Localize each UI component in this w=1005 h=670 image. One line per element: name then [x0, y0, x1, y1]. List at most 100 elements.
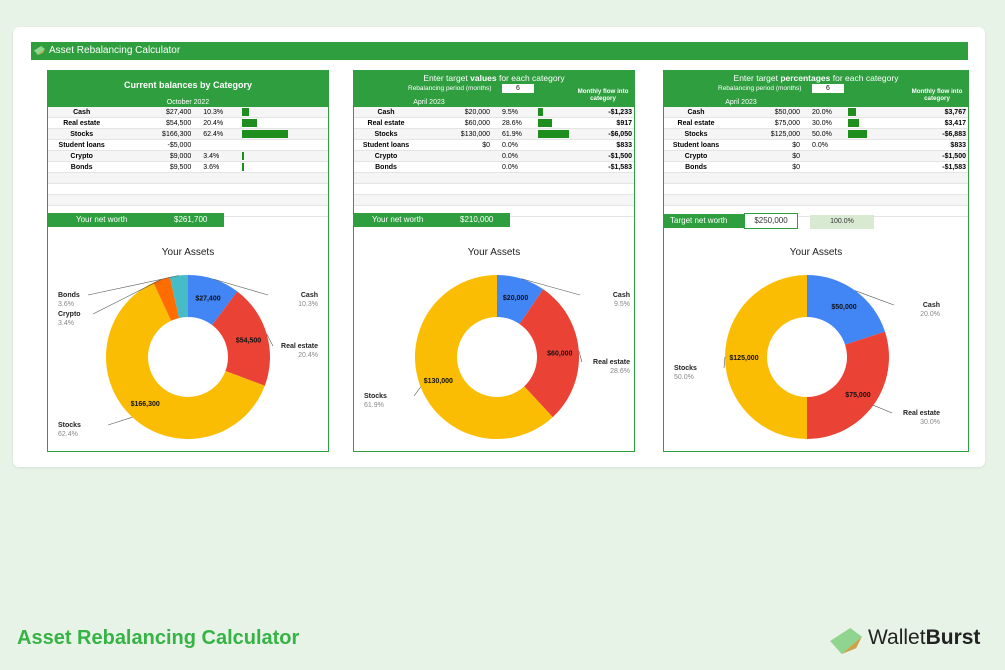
slice-cash[interactable] — [188, 275, 238, 326]
empty-cell — [846, 194, 890, 206]
slice-percent-label: 50.0% — [674, 374, 694, 381]
table-row: Crypto $0 -$1,500 — [664, 150, 968, 162]
value-cell[interactable]: $0 — [728, 161, 802, 173]
net-worth-input[interactable]: $250,000 — [744, 213, 798, 229]
empty-cell — [115, 183, 194, 195]
slice-bonds[interactable] — [169, 275, 188, 318]
slice-value-label: $125,000 — [729, 355, 758, 362]
slice-percent-label: 61.9% — [364, 402, 384, 409]
percent-cell[interactable] — [802, 150, 846, 162]
value-cell[interactable] — [418, 161, 492, 173]
table-row: Crypto 0.0% -$1,500 — [354, 150, 634, 162]
table-row — [664, 172, 968, 184]
category-cell: Cash — [354, 107, 418, 118]
slice-real-estate[interactable] — [807, 331, 889, 439]
slice-value-label: $166,300 — [131, 401, 160, 408]
slice-stocks[interactable] — [415, 275, 553, 439]
net-worth-value[interactable]: $261,700 — [168, 213, 224, 227]
value-cell: $166,300 — [115, 128, 194, 140]
period-input[interactable]: 6 — [812, 84, 844, 93]
slice-real-estate[interactable] — [519, 289, 579, 418]
slice-real-estate[interactable] — [212, 291, 270, 386]
category-cell: Bonds — [664, 161, 728, 173]
label-leader-line — [723, 356, 726, 369]
target-values-table: Cash $20,000 9.5% -$1,233 Real estate $60,000… — [354, 107, 634, 217]
empty-cell — [354, 194, 418, 206]
label-leader-line — [92, 279, 162, 315]
empty-cell — [580, 183, 634, 195]
slice-stocks[interactable] — [725, 275, 807, 439]
table-row: Bonds $0 -$1,583 — [664, 161, 968, 173]
value-cell[interactable]: $0 — [728, 150, 802, 162]
empty-cell — [418, 194, 492, 206]
percent-cell[interactable]: 30.0% — [802, 117, 846, 129]
percent-cell[interactable] — [802, 161, 846, 173]
empty-cell — [802, 183, 846, 195]
slice-cash[interactable] — [497, 275, 544, 324]
allocation-bar — [241, 108, 250, 116]
panel-date: October 2022 — [166, 99, 210, 106]
category-cell: Student loans — [664, 139, 728, 151]
table-row: Stocks $125,000 50.0% -$6,883 — [664, 128, 968, 140]
brand-name: WalletBurst — [868, 626, 981, 649]
flow-cell: -$1,500 — [890, 150, 968, 162]
net-worth-value[interactable]: $210,000 — [454, 213, 510, 227]
value-cell[interactable]: $130,000 — [418, 128, 492, 140]
allocation-bar — [848, 119, 860, 127]
chart-title: Your Assets — [789, 247, 843, 258]
app-title: Asset Rebalancing Calculator — [49, 45, 181, 56]
empty-cell — [354, 183, 418, 195]
net-worth-percent: 100.0% — [810, 215, 874, 229]
percent-cell[interactable]: 0.0% — [802, 139, 846, 151]
empty-cell — [580, 194, 634, 206]
bar-cell — [536, 117, 580, 129]
empty-cell — [536, 194, 580, 206]
value-cell[interactable]: $60,000 — [418, 117, 492, 129]
empty-cell — [580, 205, 634, 217]
value-cell[interactable]: $75,000 — [728, 117, 802, 129]
table-row — [48, 172, 328, 184]
percent-cell[interactable]: 20.0% — [802, 107, 846, 118]
panel-date: April 2023 — [725, 99, 757, 106]
percent-cell: 61.9% — [492, 128, 536, 140]
table-row: Student loans $0 0.0% $833 — [354, 139, 634, 151]
empty-cell — [48, 183, 116, 195]
value-cell[interactable]: $20,000 — [418, 107, 492, 118]
balances-table: Cash $27,400 10.3% Real estate $54,500 20.4% S… — [48, 107, 328, 217]
value-cell[interactable]: $50,000 — [728, 107, 802, 118]
empty-cell — [728, 172, 802, 184]
slice-stocks[interactable] — [105, 282, 265, 439]
slice-percent-label: 62.4% — [58, 431, 78, 438]
allocation-bar — [538, 130, 569, 138]
empty-cell — [846, 183, 890, 195]
value-cell[interactable] — [418, 150, 492, 162]
slice-value-label: $27,400 — [195, 295, 220, 302]
value-cell[interactable]: $125,000 — [728, 128, 802, 140]
empty-cell — [492, 194, 536, 206]
value-cell[interactable]: $0 — [418, 139, 492, 151]
period-label: Rebalancing period (months) — [718, 85, 802, 92]
net-worth-label: Your net worth — [354, 213, 454, 227]
slice-category-label: Cash — [923, 302, 940, 309]
label-leader-line — [266, 333, 274, 347]
table-row — [354, 172, 634, 184]
slice-cash[interactable] — [807, 275, 885, 345]
slice-crypto[interactable] — [153, 277, 180, 321]
percent-cell: 3.4% — [193, 150, 240, 162]
bar-cell — [846, 128, 890, 140]
label-leader-line — [578, 350, 583, 363]
value-cell[interactable]: $0 — [728, 139, 802, 151]
flow-cell: -$6,050 — [580, 128, 634, 140]
percent-cell[interactable]: 50.0% — [802, 128, 846, 140]
empty-cell — [664, 194, 728, 206]
percent-cell: 0.0% — [492, 161, 536, 173]
period-input[interactable]: 6 — [502, 84, 534, 93]
bar-cell — [239, 161, 328, 173]
table-row: Cash $27,400 10.3% — [48, 107, 328, 118]
table-row: Real estate $75,000 30.0% $3,417 — [664, 117, 968, 129]
table-row: Crypto $9,000 3.4% — [48, 150, 328, 162]
empty-cell — [536, 172, 580, 184]
empty-cell — [48, 172, 116, 184]
allocation-bar — [241, 152, 245, 160]
label-leader-line — [855, 290, 895, 306]
